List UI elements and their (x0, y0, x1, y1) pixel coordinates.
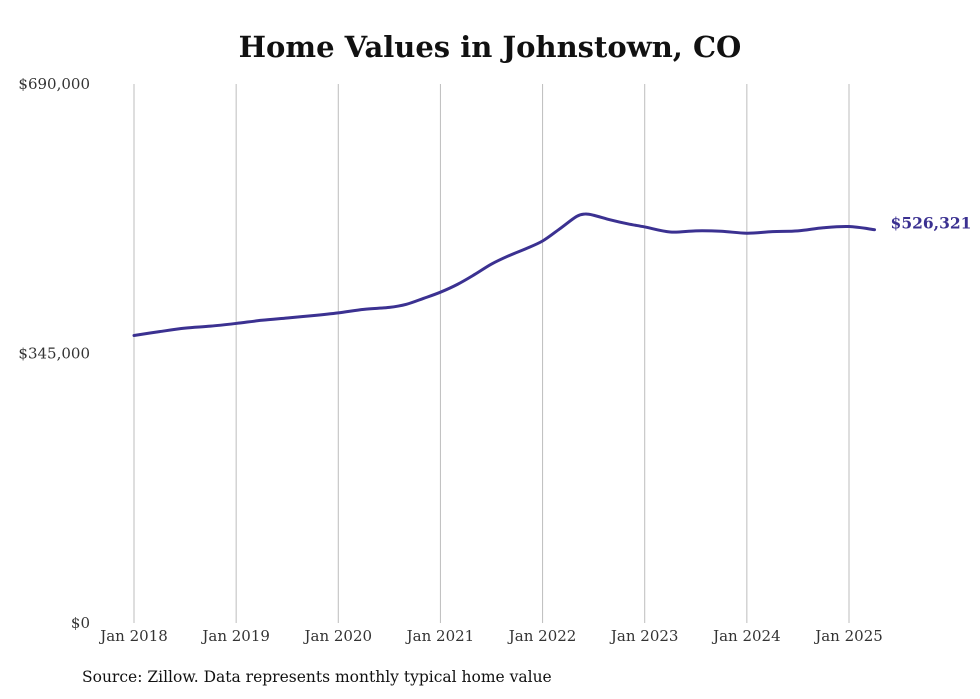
x-tick-label-3: Jan 2020 (303, 627, 373, 645)
x-tick-label-5: Jan 2022 (507, 627, 577, 645)
chart-title: Home Values in Johnstown, CO (238, 30, 742, 64)
series-layer: $526,321 (132, 212, 972, 338)
x-axis-tick-labels: Jan 2018 Jan 2019 Jan 2020 Jan 2021 Jan 2022… (98, 627, 883, 645)
x-tick-label-7: Jan 2024 (711, 627, 781, 645)
x-tick-label-2: Jan 2019 (200, 627, 270, 645)
x-tick-label-1: Jan 2018 (98, 627, 168, 645)
source-note: Source: Zillow. Data represents monthly … (82, 668, 552, 686)
end-value-label: $526,321 (891, 214, 972, 233)
x-tick-label-6: Jan 2023 (609, 627, 679, 645)
x-tick-label-4: Jan 2021 (405, 627, 475, 645)
vertical-gridlines (133, 84, 850, 623)
y-tick-label-2: $345,000 (18, 345, 90, 363)
y-axis-tick-labels: $0 $345,000 $690,000 (18, 75, 90, 632)
series-line-1 (132, 212, 877, 338)
y-tick-label-1: $0 (71, 614, 90, 632)
y-tick-label-3: $690,000 (18, 75, 90, 93)
x-tick-label-8: Jan 2025 (813, 627, 883, 645)
